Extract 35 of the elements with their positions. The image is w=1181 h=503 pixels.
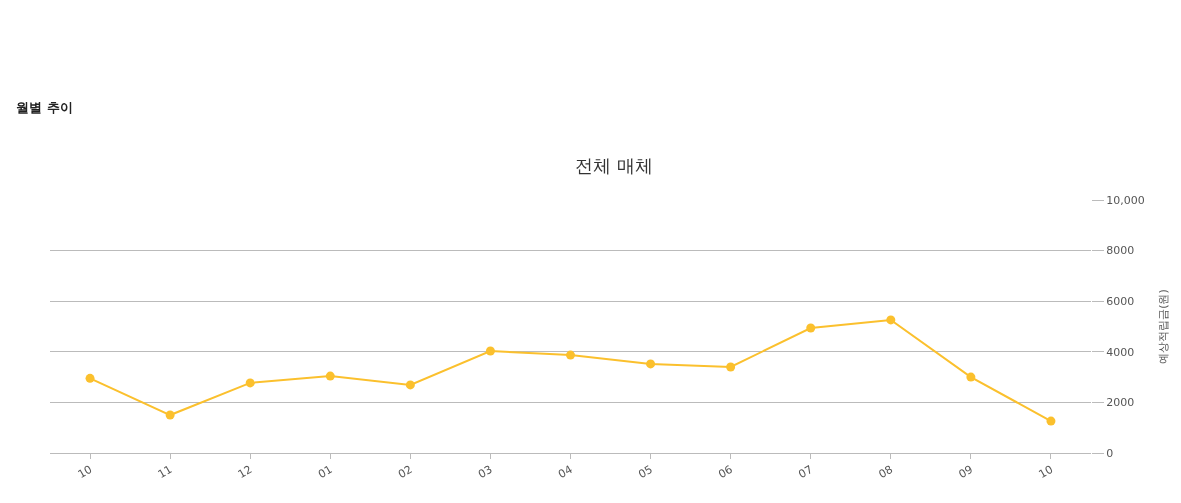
- point: [405, 380, 415, 390]
- point: [325, 371, 335, 381]
- x-tick-label: 11: [155, 462, 175, 482]
- point: [485, 346, 495, 356]
- x-tick-label: 04: [556, 462, 575, 482]
- x-tick-label: 01: [315, 462, 335, 482]
- y-tick-label: 8000: [1106, 244, 1135, 258]
- x-tick-label: 02: [395, 462, 415, 482]
- x-tick-label: 08: [876, 462, 896, 482]
- x-tick-label: 12: [235, 462, 255, 482]
- x-tick-label: 10: [1036, 462, 1056, 482]
- chart-title: 전체 매체: [575, 155, 653, 177]
- x-tick-label: 03: [476, 462, 495, 482]
- point: [1046, 416, 1056, 426]
- y-tick-label: 4000: [1106, 345, 1135, 359]
- y-tick-label: 2000: [1106, 396, 1135, 410]
- point: [806, 323, 816, 333]
- y-tick-label: 10,000: [1106, 193, 1145, 207]
- y-axis-title: 예상적립금(원): [1156, 289, 1170, 364]
- point: [245, 378, 255, 388]
- x-tick-label: 06: [716, 462, 735, 482]
- point: [566, 350, 575, 360]
- y-tick-label: 6000: [1106, 295, 1135, 309]
- point: [85, 373, 95, 383]
- point: [165, 410, 175, 420]
- point: [646, 359, 656, 369]
- point: [726, 362, 736, 372]
- x-tick-label: 10: [75, 462, 95, 482]
- x-tick-label: 09: [956, 462, 976, 482]
- x-tick-label: 05: [636, 462, 655, 482]
- text: 월별 추이: [16, 100, 73, 115]
- y-tick-label: 0: [1106, 446, 1114, 460]
- point: [966, 372, 976, 382]
- point: [886, 315, 896, 325]
- x-tick-label: 07: [796, 462, 815, 482]
